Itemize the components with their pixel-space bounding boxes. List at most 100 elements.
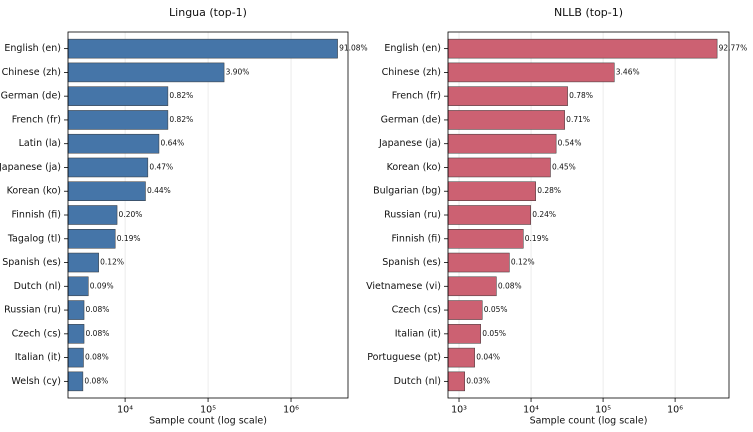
y-tick-label: Chinese (zh) bbox=[2, 67, 61, 78]
bar bbox=[447, 229, 524, 249]
x-tick-label: 10⁴ bbox=[117, 405, 133, 416]
bar bbox=[67, 181, 146, 201]
bar bbox=[67, 157, 149, 178]
value-label: 0.12% bbox=[511, 258, 535, 267]
bar bbox=[447, 157, 551, 178]
value-label: 0.64% bbox=[160, 139, 184, 148]
y-tick-label: Czech (cs) bbox=[392, 305, 441, 316]
y-tick-label: Portuguese (pt) bbox=[367, 352, 441, 363]
bar bbox=[67, 347, 84, 368]
y-tick-label: Korean (ko) bbox=[7, 186, 61, 197]
x-axis-label: Sample count (log scale) bbox=[149, 416, 267, 427]
y-tick-label: Dutch (nl) bbox=[14, 281, 61, 292]
bar bbox=[67, 38, 338, 59]
y-tick-label: Russian (ru) bbox=[384, 210, 441, 221]
x-tick-label: 10⁶ bbox=[667, 405, 683, 416]
bar bbox=[67, 62, 225, 83]
y-tick-label: Spanish (es) bbox=[2, 257, 61, 268]
bar bbox=[447, 86, 568, 106]
value-label: 0.45% bbox=[552, 162, 576, 171]
y-tick-label: Tagalog (tl) bbox=[7, 233, 61, 244]
y-tick-label: German (de) bbox=[1, 91, 61, 102]
value-label: 0.08% bbox=[86, 329, 110, 338]
value-label: 0.08% bbox=[85, 353, 109, 362]
chart-title: Lingua (top-1) bbox=[169, 6, 247, 19]
x-tick-label: 10⁶ bbox=[283, 405, 299, 416]
value-label: 0.82% bbox=[169, 91, 193, 100]
bar bbox=[67, 205, 118, 225]
bar bbox=[67, 252, 99, 273]
y-tick-label: Finnish (fi) bbox=[392, 233, 441, 244]
y-tick-label: French (fr) bbox=[392, 91, 441, 102]
bar bbox=[447, 181, 536, 201]
value-label: 91.08% bbox=[339, 44, 368, 53]
value-label: 0.71% bbox=[566, 115, 590, 124]
y-tick-label: French (fr) bbox=[12, 114, 61, 125]
bar bbox=[447, 205, 531, 225]
value-label: 0.78% bbox=[569, 91, 593, 100]
plot-frame bbox=[447, 31, 730, 399]
y-tick-label: Bulgarian (bg) bbox=[373, 186, 441, 197]
bar bbox=[67, 86, 169, 106]
x-axis-label: Sample count (log scale) bbox=[530, 416, 648, 427]
value-label: 92.77% bbox=[719, 44, 748, 53]
y-tick-label: Chinese (zh) bbox=[382, 67, 441, 78]
bar bbox=[447, 276, 497, 297]
bar bbox=[67, 324, 85, 344]
value-label: 0.08% bbox=[86, 305, 110, 314]
x-tick-label: 10³ bbox=[451, 405, 467, 416]
value-label: 0.28% bbox=[537, 186, 561, 195]
bar bbox=[447, 38, 718, 59]
value-label: 0.47% bbox=[149, 162, 173, 171]
value-label: 3.90% bbox=[226, 67, 250, 76]
x-tick-label: 10⁴ bbox=[523, 405, 539, 416]
bar bbox=[447, 110, 565, 130]
bar bbox=[447, 371, 465, 392]
plot-frame bbox=[67, 31, 349, 399]
bar bbox=[67, 229, 116, 249]
value-label: 0.44% bbox=[147, 186, 171, 195]
y-tick-label: Dutch (nl) bbox=[394, 376, 441, 387]
y-tick-label: Japanese (ja) bbox=[378, 138, 441, 149]
bar bbox=[447, 252, 510, 273]
y-tick-label: Italian (it) bbox=[395, 328, 441, 339]
value-label: 0.24% bbox=[532, 210, 556, 219]
value-label: 0.08% bbox=[84, 376, 108, 385]
chart-title: NLLB (top-1) bbox=[554, 6, 623, 19]
value-label: 0.04% bbox=[476, 353, 500, 362]
value-label: 0.09% bbox=[90, 281, 114, 290]
value-label: 3.46% bbox=[616, 67, 640, 76]
bar bbox=[447, 62, 615, 83]
value-label: 0.08% bbox=[498, 281, 522, 290]
value-label: 0.05% bbox=[484, 305, 508, 314]
bar bbox=[67, 133, 160, 154]
bar bbox=[67, 110, 169, 130]
value-label: 0.20% bbox=[119, 210, 143, 219]
y-tick-label: Russian (ru) bbox=[4, 305, 61, 316]
y-tick-label: Italian (it) bbox=[15, 352, 61, 363]
value-label: 0.19% bbox=[525, 234, 549, 243]
bar bbox=[447, 133, 557, 154]
y-tick-label: Japanese (ja) bbox=[0, 162, 61, 173]
bar bbox=[67, 276, 89, 297]
value-label: 0.54% bbox=[558, 139, 582, 148]
value-label: 0.03% bbox=[466, 376, 490, 385]
y-tick-label: Czech (cs) bbox=[12, 328, 61, 339]
x-tick-label: 10⁵ bbox=[595, 405, 611, 416]
y-tick-label: Spanish (es) bbox=[382, 257, 441, 268]
bar bbox=[447, 324, 481, 344]
value-label: 0.82% bbox=[169, 115, 193, 124]
y-tick-label: Latin (la) bbox=[19, 138, 61, 149]
value-label: 0.05% bbox=[482, 329, 506, 338]
y-tick-label: English (en) bbox=[384, 43, 441, 54]
value-label: 0.12% bbox=[100, 258, 124, 267]
bar bbox=[67, 371, 84, 392]
bar bbox=[67, 300, 85, 320]
y-tick-label: English (en) bbox=[4, 43, 61, 54]
y-tick-label: Korean (ko) bbox=[387, 162, 441, 173]
y-tick-label: Finnish (fi) bbox=[12, 210, 61, 221]
bar bbox=[447, 300, 483, 320]
x-tick-label: 10⁵ bbox=[200, 405, 216, 416]
bar bbox=[447, 347, 475, 368]
